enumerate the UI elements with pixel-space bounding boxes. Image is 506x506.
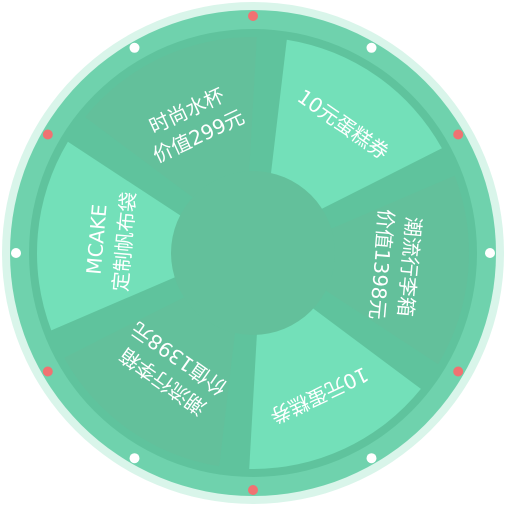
rim-light-white bbox=[11, 248, 21, 258]
rim-light-red bbox=[42, 366, 53, 377]
wheel-segment bbox=[37, 141, 236, 331]
wheel-segment bbox=[270, 175, 469, 365]
rim-light-white bbox=[366, 453, 377, 464]
rim-light-red bbox=[248, 485, 258, 495]
rim-light-white bbox=[129, 42, 140, 53]
wheel-segments bbox=[37, 36, 469, 470]
rim-light-red bbox=[453, 129, 464, 140]
rim-light-white bbox=[129, 453, 140, 464]
wheel-rim-lights bbox=[11, 11, 495, 495]
rim-light-red bbox=[42, 129, 53, 140]
rim-light-white bbox=[485, 248, 495, 258]
wheel-segment bbox=[263, 39, 442, 239]
rim-light-white bbox=[366, 42, 377, 53]
rim-light-red bbox=[248, 11, 258, 21]
rim-light-red bbox=[453, 366, 464, 377]
wheel-segment bbox=[64, 267, 243, 467]
wheel-center-hub[interactable] bbox=[171, 171, 335, 335]
